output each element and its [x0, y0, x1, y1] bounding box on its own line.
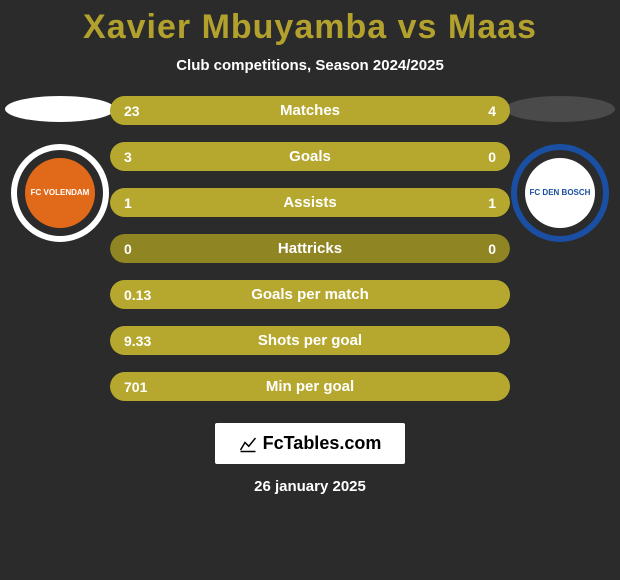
stat-label: Goals — [289, 148, 331, 165]
footer: FcTables.com 26 january 2025 — [0, 423, 620, 495]
stat-fill-right — [450, 96, 510, 125]
stat-label: Goals per match — [251, 286, 369, 303]
left-player-zone: FC VOLENDAM — [0, 96, 120, 242]
stat-fill-left — [110, 188, 310, 217]
comparison-card: Xavier Mbuyamba vs Maas Club competition… — [0, 0, 620, 580]
stat-value-left: 0 — [124, 241, 132, 257]
stat-value-left: 1 — [124, 195, 132, 211]
left-club-badge: FC VOLENDAM — [11, 144, 109, 242]
stat-value-left: 701 — [124, 379, 147, 395]
right-club-badge: FC DEN BOSCH — [511, 144, 609, 242]
page-subtitle: Club competitions, Season 2024/2025 — [0, 57, 620, 74]
stat-label: Shots per goal — [258, 332, 362, 349]
stat-label: Matches — [280, 102, 340, 119]
stat-value-right: 0 — [488, 241, 496, 257]
page-title: Xavier Mbuyamba vs Maas — [0, 8, 620, 47]
stat-label: Min per goal — [266, 378, 354, 395]
stat-row: 0.13 Goals per match — [110, 280, 510, 309]
right-player-zone: FC DEN BOSCH — [500, 96, 620, 242]
stat-row: 3 0 Goals — [110, 142, 510, 171]
stat-value-left: 23 — [124, 103, 140, 119]
stat-row: 23 4 Matches — [110, 96, 510, 125]
left-badge-ring — [11, 144, 109, 242]
stat-value-left: 0.13 — [124, 287, 151, 303]
left-marker-ellipse — [5, 96, 115, 122]
stat-fill-right — [310, 188, 510, 217]
stat-row: 701 Min per goal — [110, 372, 510, 401]
chart-icon — [239, 435, 257, 453]
stat-value-right: 0 — [488, 149, 496, 165]
stat-row: 9.33 Shots per goal — [110, 326, 510, 355]
stat-label: Assists — [283, 194, 336, 211]
stat-value-left: 3 — [124, 149, 132, 165]
stat-row: 1 1 Assists — [110, 188, 510, 217]
stat-label: Hattricks — [278, 240, 342, 257]
right-badge-ring — [511, 144, 609, 242]
main-area: FC VOLENDAM FC DEN BOSCH 23 4 Matches 3 0 Goa… — [0, 96, 620, 401]
brand-box[interactable]: FcTables.com — [215, 423, 406, 464]
date-label: 26 january 2025 — [254, 478, 366, 495]
stat-value-right: 1 — [488, 195, 496, 211]
right-marker-ellipse — [505, 96, 615, 122]
stat-value-left: 9.33 — [124, 333, 151, 349]
stats-list: 23 4 Matches 3 0 Goals 1 1 Assists 0 0 Hattricks 0.1… — [110, 96, 510, 401]
stat-row: 0 0 Hattricks — [110, 234, 510, 263]
brand-label: FcTables.com — [263, 433, 382, 454]
stat-value-right: 4 — [488, 103, 496, 119]
